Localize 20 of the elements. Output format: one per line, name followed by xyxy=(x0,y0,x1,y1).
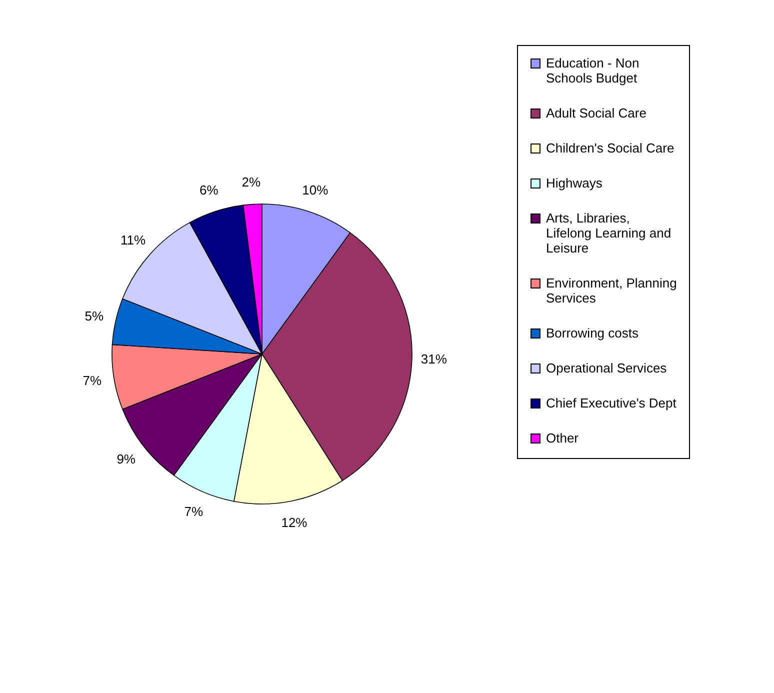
legend-label: Education - Non Schools Budget xyxy=(546,56,640,86)
legend-label: Chief Executive's Dept xyxy=(546,396,677,410)
data-label: 7% xyxy=(82,372,102,388)
data-label: 11% xyxy=(120,232,146,248)
legend-label: Borrowing costs xyxy=(546,326,639,340)
data-label: 12% xyxy=(281,514,308,530)
legend-label: Arts, Libraries, Lifelong Learning and Leisure xyxy=(546,210,672,256)
data-label: 2% xyxy=(242,174,262,190)
data-label: 9% xyxy=(116,451,136,466)
data-label: 5% xyxy=(84,308,104,324)
legend-label: Other xyxy=(546,430,580,446)
legend-label: Children's Social Care xyxy=(546,140,674,156)
data-label: 6% xyxy=(199,182,219,198)
legend-label: Adult Social Care xyxy=(546,106,646,120)
legend-label: Environment, Planning Services xyxy=(546,276,677,306)
data-label: 31% xyxy=(420,351,448,366)
data-label: 10% xyxy=(302,182,329,198)
legend-label: Operational Services xyxy=(546,360,668,376)
data-label: 7% xyxy=(184,504,204,519)
legend-label: Highways xyxy=(546,176,603,190)
